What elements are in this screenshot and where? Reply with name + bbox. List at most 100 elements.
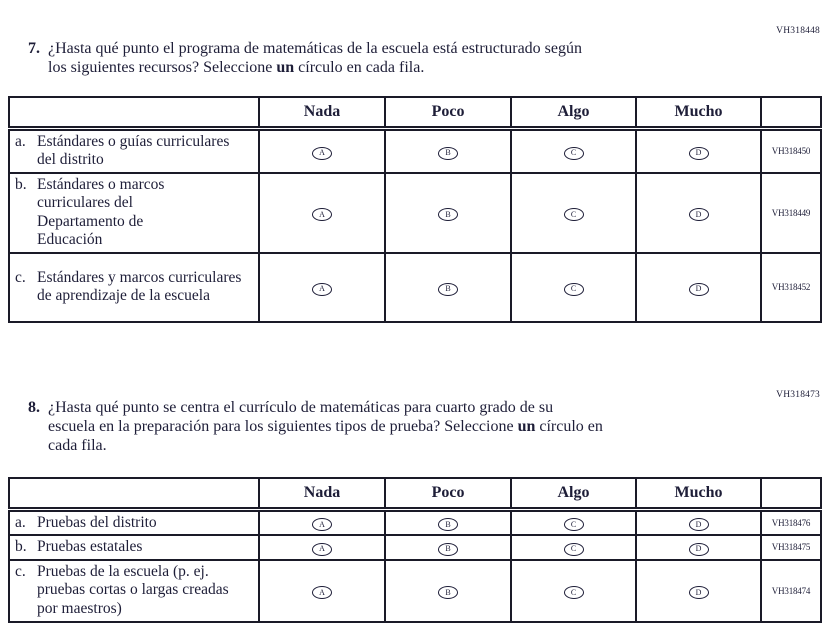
- row-label-cell: b. Estándares o marcos curriculares del D…: [8, 171, 260, 254]
- option-cell-algo: C: [510, 171, 637, 254]
- question-8-line-2: escuela en la preparación para los sigui…: [48, 418, 603, 435]
- option-cell-algo: C: [510, 558, 637, 623]
- answer-bubble-a[interactable]: A: [312, 146, 332, 160]
- option-cell-mucho: D: [635, 127, 762, 174]
- question-8-accession-code: VH318473: [776, 390, 820, 400]
- header-nada: Nada: [258, 96, 386, 131]
- answer-bubble-c[interactable]: C: [563, 542, 584, 556]
- table-row: c. Estándares y marcos curriculares de ap…: [8, 251, 822, 323]
- table-header-row: Nada Poco Algo Mucho: [8, 477, 822, 512]
- answer-bubble-b[interactable]: B: [438, 518, 458, 532]
- option-cell-poco: B: [384, 558, 512, 623]
- row-label: Estándares o marcos curriculares del Dep…: [37, 175, 165, 249]
- row-label: Pruebas estatales: [37, 538, 143, 555]
- answer-bubble-d[interactable]: D: [688, 518, 709, 532]
- option-cell-algo: C: [510, 127, 637, 174]
- question-7-line-2: los siguientes recursos? Seleccione un c…: [48, 59, 425, 76]
- answer-bubble-c[interactable]: C: [563, 518, 584, 532]
- option-cell-mucho: D: [635, 508, 762, 536]
- row-letter: b.: [15, 175, 27, 193]
- option-cell-nada: A: [258, 171, 386, 254]
- header-algo: Algo: [510, 96, 637, 131]
- row-letter: c.: [15, 268, 26, 286]
- question-8: 8. ¿Hasta qué punto se centra el currícu…: [28, 398, 738, 455]
- answer-bubble-b[interactable]: B: [438, 146, 458, 160]
- answer-bubble-a[interactable]: A: [312, 208, 332, 221]
- table-header-row: Nada Poco Algo Mucho: [8, 96, 822, 131]
- question-8-line-3: cada fila.: [48, 437, 107, 454]
- answer-bubble-a[interactable]: A: [312, 518, 332, 532]
- question-8-line-1: ¿Hasta qué punto se centra el currículo …: [48, 399, 554, 416]
- row-label-cell: c. Pruebas de la escuela (p. ej. pruebas …: [8, 558, 260, 623]
- header-mucho: Mucho: [635, 477, 762, 512]
- question-7-response-table: Nada Poco Algo Mucho a. Estándares o guía…: [8, 96, 822, 323]
- answer-bubble-d[interactable]: D: [688, 282, 709, 296]
- row-letter: b.: [15, 538, 27, 555]
- answer-bubble-d[interactable]: D: [688, 146, 709, 160]
- table-row: b. Pruebas estatales A B C D VH318475: [8, 534, 822, 561]
- option-cell-mucho: D: [635, 171, 762, 254]
- answer-bubble-a[interactable]: A: [312, 542, 332, 556]
- answer-bubble-c[interactable]: C: [563, 282, 584, 296]
- answer-bubble-b[interactable]: B: [438, 542, 458, 556]
- row-accession-code: VH318450: [760, 127, 822, 174]
- answer-bubble-a[interactable]: A: [312, 586, 332, 599]
- option-cell-poco: B: [384, 127, 512, 174]
- option-cell-mucho: D: [635, 534, 762, 561]
- answer-bubble-b[interactable]: B: [438, 282, 458, 296]
- row-accession-code: VH318452: [760, 251, 822, 323]
- option-cell-nada: A: [258, 558, 386, 623]
- row-letter: a.: [15, 132, 26, 150]
- table-row: c. Pruebas de la escuela (p. ej. pruebas …: [8, 558, 822, 623]
- row-label-cell: a. Estándares o guías curriculares del di…: [8, 127, 260, 174]
- header-mucho: Mucho: [635, 96, 762, 131]
- row-accession-code: VH318476: [760, 508, 822, 536]
- table-row: a. Pruebas del distrito A B C D VH318476: [8, 508, 822, 536]
- answer-bubble-d[interactable]: D: [688, 542, 709, 556]
- option-cell-poco: B: [384, 251, 512, 323]
- row-label-cell: c. Estándares y marcos curriculares de ap…: [8, 251, 260, 323]
- answer-bubble-c[interactable]: C: [563, 586, 584, 599]
- row-label: Pruebas de la escuela (p. ej. pruebas co…: [37, 562, 229, 617]
- row-accession-code: VH318475: [760, 534, 822, 561]
- option-cell-algo: C: [510, 251, 637, 323]
- row-label: Estándares y marcos curriculares de apre…: [37, 268, 242, 305]
- row-label-cell: b. Pruebas estatales: [8, 534, 260, 561]
- question-7-accession-code: VH318448: [776, 26, 820, 36]
- header-algo: Algo: [510, 477, 637, 512]
- option-cell-mucho: D: [635, 558, 762, 623]
- row-letter: c.: [15, 562, 26, 580]
- answer-bubble-c[interactable]: C: [563, 208, 584, 221]
- table-row: a. Estándares o guías curriculares del di…: [8, 127, 822, 174]
- answer-bubble-b[interactable]: B: [438, 208, 458, 221]
- option-cell-mucho: D: [635, 251, 762, 323]
- row-label-cell: a. Pruebas del distrito: [8, 508, 260, 536]
- row-letter: a.: [15, 513, 26, 531]
- empty-header-cell: [760, 96, 822, 131]
- header-nada: Nada: [258, 477, 386, 512]
- row-label: Estándares o guías curriculares del dist…: [37, 132, 230, 169]
- answer-bubble-a[interactable]: A: [312, 282, 332, 296]
- empty-header-cell: [760, 477, 822, 512]
- row-accession-code: VH318449: [760, 171, 822, 254]
- option-cell-poco: B: [384, 508, 512, 536]
- question-8-number: 8.: [28, 399, 40, 416]
- table-row: b. Estándares o marcos curriculares del D…: [8, 171, 822, 254]
- row-accession-code: VH318474: [760, 558, 822, 623]
- row-label: Pruebas del distrito: [37, 513, 157, 531]
- answer-bubble-d[interactable]: D: [688, 586, 709, 599]
- question-8-response-table: Nada Poco Algo Mucho a. Pruebas del distr…: [8, 477, 822, 623]
- answer-bubble-d[interactable]: D: [688, 208, 709, 221]
- answer-bubble-b[interactable]: B: [438, 586, 458, 599]
- question-7-number: 7.: [28, 40, 40, 57]
- option-cell-nada: A: [258, 251, 386, 323]
- option-cell-algo: C: [510, 534, 637, 561]
- question-7-text: ¿Hasta qué punto el programa de matemáti…: [48, 39, 738, 77]
- option-cell-nada: A: [258, 534, 386, 561]
- option-cell-nada: A: [258, 508, 386, 536]
- answer-bubble-c[interactable]: C: [563, 146, 584, 160]
- header-poco: Poco: [384, 96, 512, 131]
- question-7-line-1: ¿Hasta qué punto el programa de matemáti…: [48, 40, 582, 57]
- empty-header-cell: [8, 96, 260, 131]
